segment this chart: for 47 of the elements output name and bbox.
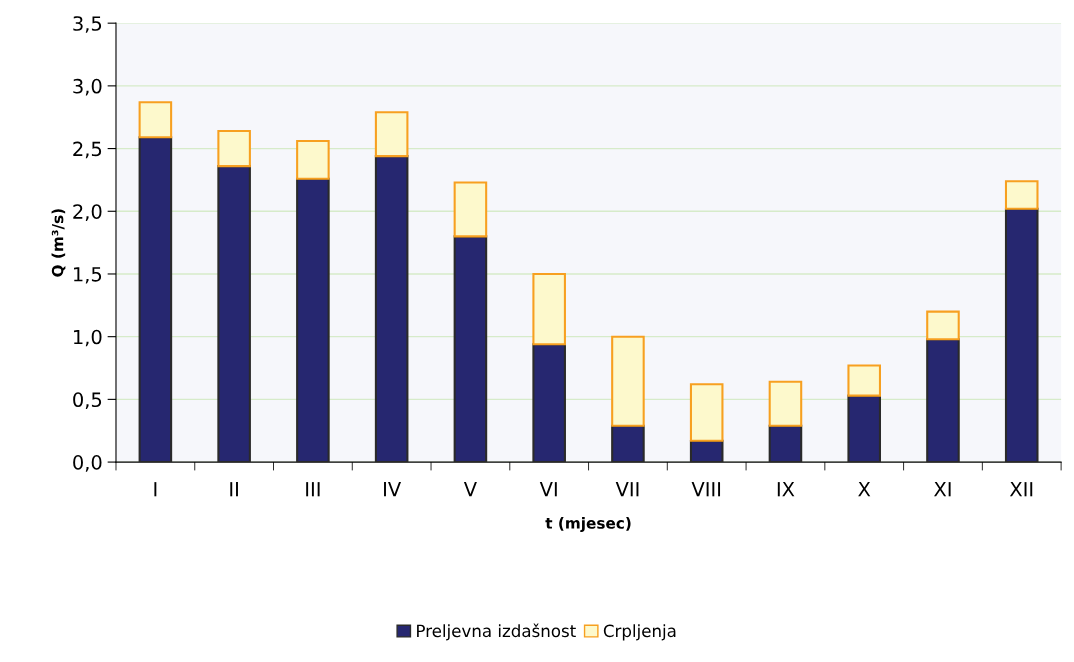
y-tick-label: 0,0 [73, 455, 102, 472]
x-tick-label: VI [539, 482, 557, 497]
bar [689, 383, 724, 442]
x-tick-label: III [306, 482, 320, 497]
bar [926, 310, 960, 341]
y-tick-label: 3,5 [73, 16, 102, 33]
bar [847, 364, 881, 397]
y-tick-label: 3,0 [73, 78, 102, 96]
bar [296, 140, 330, 180]
bar [926, 338, 960, 463]
x-tick-label: IV [384, 482, 402, 497]
x-tick-label: XI [934, 482, 951, 497]
x-tick-label: IX [777, 482, 795, 497]
y-tick-label: 2,0 [73, 204, 102, 221]
legend-label: Crpljenja [603, 624, 676, 641]
bar [611, 424, 645, 463]
bar [217, 165, 251, 463]
bar [532, 343, 566, 463]
x-tick-label: I [154, 482, 157, 497]
bar [296, 177, 330, 463]
y-tick-label: 1,5 [74, 267, 102, 284]
y-tick-label: 0,5 [73, 392, 102, 410]
x-tick-label: V [463, 482, 477, 497]
y-axis-title: Q (m³/s) [51, 209, 66, 277]
bar [374, 155, 409, 463]
bar [847, 394, 881, 463]
bar [138, 136, 173, 463]
bar [611, 335, 645, 427]
bar [453, 181, 488, 238]
legend-label: Preljevna izdašnost [417, 623, 576, 641]
bar [1004, 180, 1039, 210]
x-tick-label: II [230, 482, 238, 497]
bar [217, 129, 251, 168]
x-tick-label: XII [1009, 482, 1033, 497]
x-tick-label: VII [615, 482, 639, 497]
y-tick-label: 1,0 [74, 329, 102, 347]
y-tick-label: 2,5 [73, 141, 102, 159]
bar [138, 101, 173, 139]
bar [374, 111, 409, 158]
bar [532, 272, 566, 346]
bar [1004, 207, 1039, 463]
x-tick-label: VIII [691, 482, 721, 497]
bar [768, 424, 803, 463]
x-tick-label: X [858, 482, 871, 497]
bar [768, 380, 803, 427]
bar [453, 235, 488, 463]
x-axis-title: t (mjesec) [545, 517, 631, 532]
